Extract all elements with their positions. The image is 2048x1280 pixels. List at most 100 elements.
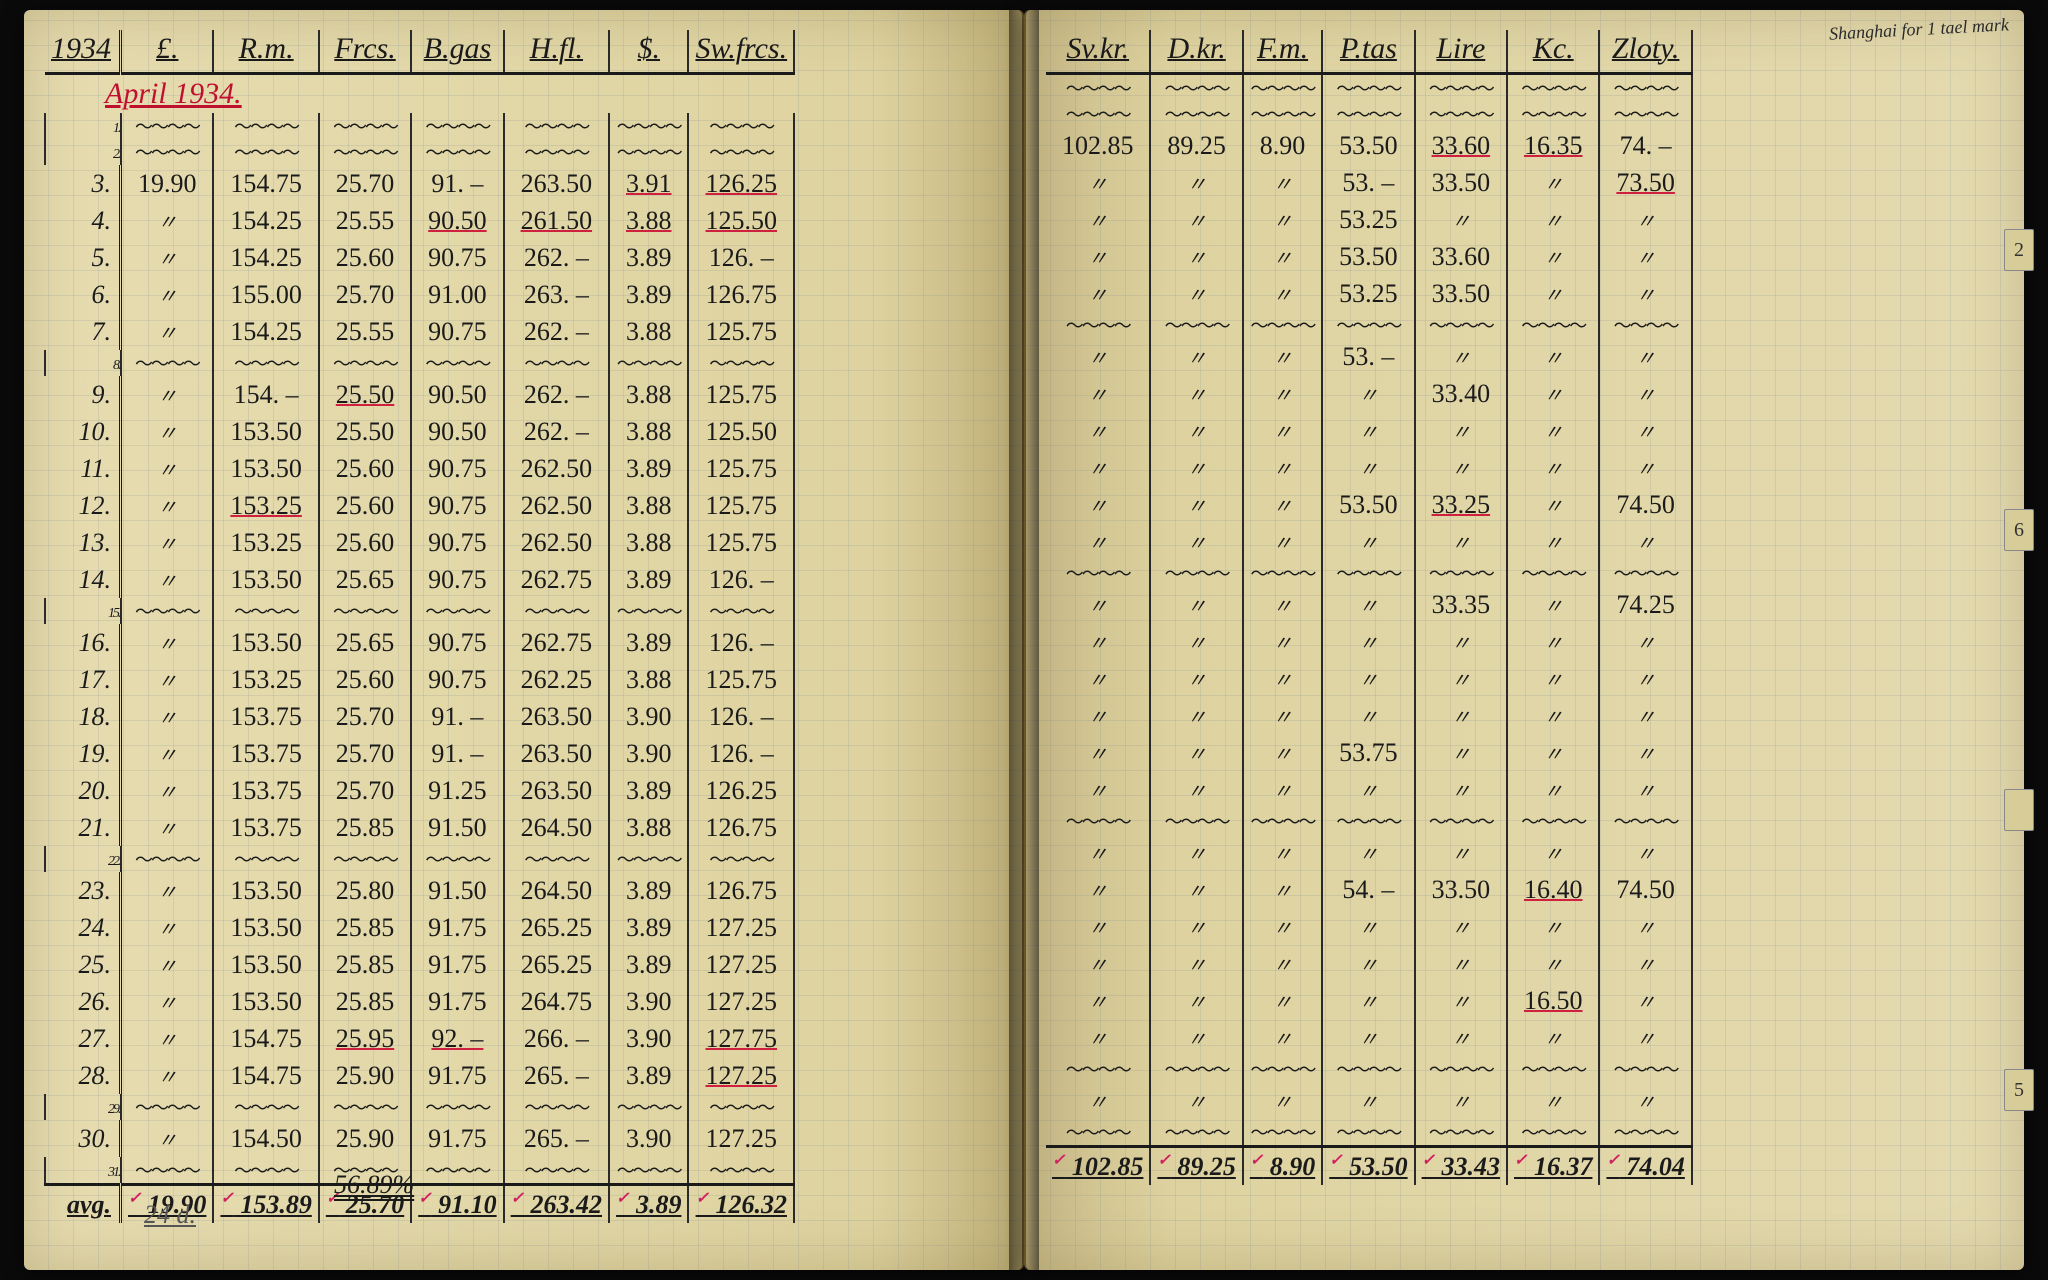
ledger-cell: 265. – bbox=[504, 1120, 609, 1157]
ledger-cell: 〃 bbox=[1046, 982, 1150, 1019]
ledger-row: 8. bbox=[45, 350, 794, 376]
ledger-cell: 〃 bbox=[1046, 945, 1150, 982]
ledger-cell: 25.70 bbox=[319, 772, 411, 809]
ledger-cell: 〃 bbox=[1507, 238, 1599, 275]
ledger-row: 〃〃〃54. –33.5016.4074.50 bbox=[1046, 871, 1692, 908]
ledger-cell: 〃 bbox=[1599, 623, 1691, 660]
ledger-cell: 91.75 bbox=[411, 1120, 503, 1157]
ledger-cell bbox=[213, 1157, 318, 1185]
ledger-cell: 126. – bbox=[688, 698, 794, 735]
ledger-cell: 153.50 bbox=[213, 624, 318, 661]
average-cell: ✓ 153.89 bbox=[213, 1185, 318, 1224]
ledger-cell: 〃 bbox=[1150, 1082, 1242, 1119]
ledger-cell: 263.50 bbox=[504, 165, 609, 202]
ledger-cell: 〃 bbox=[1046, 908, 1150, 945]
ledger-cell: 3.90 bbox=[609, 735, 688, 772]
averages-row: ✓ 102.85✓ 89.25✓ 8.90✓ 53.50✓ 33.43✓ 16.… bbox=[1046, 1147, 1692, 1186]
ledger-cell: 53.50 bbox=[1322, 238, 1414, 275]
ledger-cell: 〃 bbox=[1150, 871, 1242, 908]
col-reichsmark: R.m. bbox=[213, 30, 318, 74]
ledger-row: 〃〃〃〃〃〃〃 bbox=[1046, 834, 1692, 871]
ledger-cell: 74.25 bbox=[1599, 586, 1691, 623]
ledger-cell bbox=[688, 598, 794, 624]
ledger-cell: 〃 bbox=[1415, 660, 1507, 697]
ledger-body-left: April 1934.1.2.3.19.90154.7525.7091. –26… bbox=[45, 74, 794, 1224]
average-cell: ✓ 89.25 bbox=[1150, 1147, 1242, 1186]
ledger-row: 31. bbox=[45, 1157, 794, 1185]
ledger-cell bbox=[121, 139, 214, 165]
ledger-cell bbox=[1243, 560, 1322, 586]
ledger-cell bbox=[213, 350, 318, 376]
ledger-cell bbox=[411, 1157, 503, 1185]
ledger-cell: 〃 bbox=[1415, 449, 1507, 486]
ledger-row: 16.〃153.5025.6590.75262.753.89126. – bbox=[45, 624, 794, 661]
ledger-cell: 91.50 bbox=[411, 809, 503, 846]
ledger-table-left: 1934 £. R.m. Frcs. B.gas H.fl. $. Sw.frc… bbox=[44, 30, 795, 1223]
ledger-row bbox=[1046, 1056, 1692, 1082]
ledger-row: 〃〃〃〃〃〃〃 bbox=[1046, 945, 1692, 982]
ledger-cell bbox=[609, 598, 688, 624]
ledger-cell: 〃 bbox=[1046, 697, 1150, 734]
ledger-cell: 126. – bbox=[688, 735, 794, 772]
ledger-cell: 126. – bbox=[688, 624, 794, 661]
ledger-row: 4.〃154.2525.5590.50261.503.88125.50 bbox=[45, 202, 794, 239]
ledger-cell: 〃 bbox=[1243, 660, 1322, 697]
ledger-cell: 〃 bbox=[1150, 1019, 1242, 1056]
ledger-cell bbox=[1322, 101, 1414, 127]
ledger-cell: 〃 bbox=[1150, 275, 1242, 312]
ledger-row bbox=[1046, 1119, 1692, 1147]
col-dkr: D.kr. bbox=[1150, 30, 1242, 74]
ledger-row: 〃〃〃〃〃〃〃 bbox=[1046, 908, 1692, 945]
ledger-row: 11.〃153.5025.6090.75262.503.89125.75 bbox=[45, 450, 794, 487]
ledger-cell: 〃 bbox=[121, 735, 214, 772]
ledger-cell bbox=[1322, 74, 1414, 102]
ledger-cell: 154.50 bbox=[213, 1120, 318, 1157]
ledger-cell bbox=[609, 113, 688, 139]
ledger-cell: 〃 bbox=[1507, 623, 1599, 660]
ledger-cell bbox=[1599, 101, 1691, 127]
ledger-cell: 〃 bbox=[121, 772, 214, 809]
ledger-cell bbox=[1046, 312, 1150, 338]
ledger-cell: 3.90 bbox=[609, 983, 688, 1020]
ledger-cell: 127.25 bbox=[688, 946, 794, 983]
ledger-cell: 〃 bbox=[1507, 449, 1599, 486]
ledger-cell: 127.25 bbox=[688, 1120, 794, 1157]
ledger-row: 10.〃153.5025.5090.50262. –3.88125.50 bbox=[45, 413, 794, 450]
edge-tab: 2 bbox=[2004, 229, 2034, 271]
average-cell: ✓ 126.32 bbox=[688, 1185, 794, 1224]
ledger-cell: 25.55 bbox=[319, 313, 411, 350]
ledger-cell: 〃 bbox=[1507, 586, 1599, 623]
ledger-cell: 3.88 bbox=[609, 487, 688, 524]
ledger-cell bbox=[1322, 808, 1414, 834]
ledger-cell: 25.50 bbox=[319, 413, 411, 450]
ledger-cell: 154.25 bbox=[213, 202, 318, 239]
ledger-cell: 33.60 bbox=[1415, 238, 1507, 275]
row-number: 10. bbox=[45, 413, 121, 450]
ledger-row bbox=[1046, 560, 1692, 586]
ledger-cell: 〃 bbox=[121, 450, 214, 487]
ledger-cell: 〃 bbox=[1507, 734, 1599, 771]
ledger-cell: 53.75 bbox=[1322, 734, 1414, 771]
ledger-cell: 〃 bbox=[1415, 834, 1507, 871]
ledger-cell: 3.88 bbox=[609, 413, 688, 450]
ledger-cell bbox=[609, 139, 688, 165]
ledger-cell: 〃 bbox=[1243, 834, 1322, 871]
ledger-cell: 〃 bbox=[1507, 275, 1599, 312]
ledger-row: 13.〃153.2525.6090.75262.503.88125.75 bbox=[45, 524, 794, 561]
ledger-cell bbox=[1415, 312, 1507, 338]
ledger-cell: 〃 bbox=[1046, 623, 1150, 660]
ledger-cell: 〃 bbox=[1415, 945, 1507, 982]
ledger-cell: 53.50 bbox=[1322, 127, 1414, 164]
ledger-cell bbox=[1150, 560, 1242, 586]
ledger-cell: 127.25 bbox=[688, 909, 794, 946]
ledger-cell: 〃 bbox=[1599, 982, 1691, 1019]
ledger-cell: 91. – bbox=[411, 735, 503, 772]
ledger-row: 〃〃〃〃〃〃〃 bbox=[1046, 660, 1692, 697]
ledger-cell bbox=[688, 350, 794, 376]
footnote-percent: 56.89% bbox=[334, 1170, 414, 1200]
ledger-cell: 91.75 bbox=[411, 946, 503, 983]
ledger-cell: 33.50 bbox=[1415, 164, 1507, 201]
col-lire: Lire bbox=[1415, 30, 1507, 74]
ledger-cell bbox=[1243, 74, 1322, 102]
ledger-row: 〃〃〃53.25〃〃〃 bbox=[1046, 201, 1692, 238]
